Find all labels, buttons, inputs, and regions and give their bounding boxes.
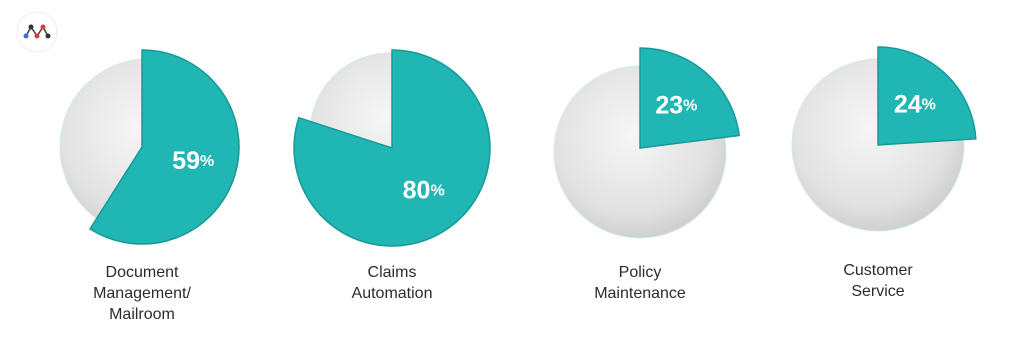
category-label: Claims Automation (351, 264, 433, 302)
logo (16, 11, 58, 53)
category-label: Document Management/ Mailroom (93, 264, 191, 323)
value-label: 23% (655, 91, 697, 119)
value-label: 59% (172, 146, 214, 174)
pie-slice (639, 47, 741, 149)
category-label: Policy Maintenance (594, 264, 686, 302)
pie-slice (877, 46, 977, 146)
pie-slice (88, 49, 240, 245)
category-label: Customer Service (843, 262, 913, 300)
pie-slice (293, 49, 491, 247)
value-label: 80% (403, 176, 445, 204)
value-label: 24% (894, 90, 936, 118)
